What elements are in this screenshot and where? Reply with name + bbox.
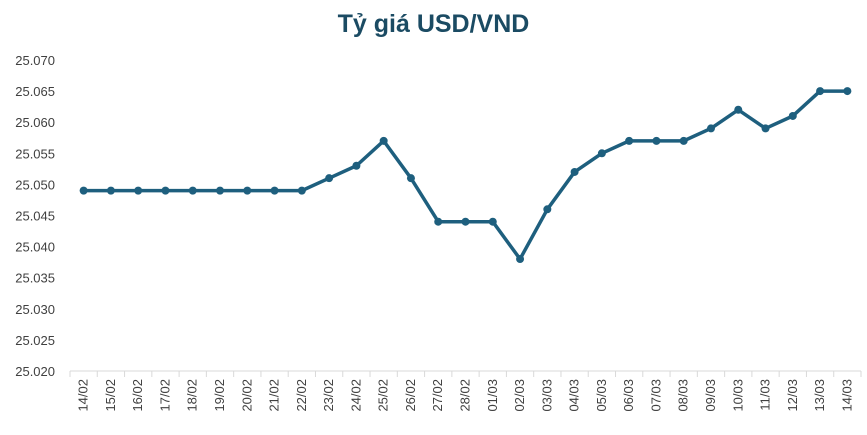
data-point [488,217,497,226]
x-tick-label: 10/03 [730,379,745,412]
x-tick-label: 19/02 [212,379,227,412]
chart-title: Tỷ giá USD/VND [337,10,530,38]
x-tick-label: 06/03 [621,379,636,412]
x-tick-label: 27/02 [430,379,445,412]
x-tick-label: 25/02 [376,379,391,412]
data-point [706,124,715,133]
data-point [325,174,334,183]
y-tick-label: 25.030 [15,302,55,317]
y-tick-label: 25.055 [15,146,55,161]
x-tick-label: 07/03 [648,379,663,412]
x-tick-label: 11/03 [758,379,773,411]
x-tick-label: 13/03 [812,379,827,412]
data-point [79,186,88,195]
x-tick-label: 05/03 [594,379,609,412]
x-tick-label: 14/03 [839,379,854,412]
y-tick-label: 25.040 [15,240,55,255]
data-point [216,186,225,195]
x-tick-label: 24/02 [348,379,363,412]
data-point [461,217,470,226]
x-tick-label: 26/02 [403,379,418,412]
x-tick-label: 02/03 [512,379,527,412]
data-point [543,205,552,214]
x-tick-label: 18/02 [185,379,200,412]
data-point [188,186,197,195]
x-tick-label: 03/03 [539,379,554,412]
y-tick-label: 25.035 [15,271,55,286]
x-tick-label: 20/02 [239,379,254,412]
data-point [106,186,115,195]
x-tick-label: 01/03 [485,379,500,412]
y-tick-label: 25.045 [15,209,55,224]
x-tick-label: 14/02 [76,379,91,412]
y-tick-label: 25.050 [15,177,55,192]
x-tick-label: 15/02 [103,379,118,412]
series-line [81,89,850,261]
data-point [597,149,606,158]
data-point [379,136,388,145]
data-point [816,87,825,96]
y-tick-label: 25.020 [15,364,55,379]
data-point [843,87,852,96]
data-point [516,255,525,264]
data-point [652,136,661,145]
data-point [625,136,634,145]
x-tick-label: 28/02 [458,379,473,412]
x-tick-label: 23/02 [321,379,336,412]
y-tick-label: 25.060 [15,115,55,130]
x-tick-label: 04/03 [567,379,582,412]
data-point [788,111,797,120]
x-tick-label: 09/03 [703,379,718,412]
data-point [761,124,770,133]
x-tick-label: 21/02 [267,379,282,412]
x-tick-label: 16/02 [130,379,145,412]
data-point [297,186,306,195]
x-tick-label: 12/03 [785,379,800,412]
data-point [270,186,279,195]
y-tick-label: 25.025 [15,333,55,348]
data-point [434,217,443,226]
y-tick-label: 25.070 [15,53,55,68]
data-point [734,105,743,114]
data-point [352,161,361,170]
data-point [161,186,170,195]
data-point [134,186,143,195]
x-tick-label: 08/03 [676,379,691,412]
data-point [570,167,579,176]
data-point [243,186,252,195]
y-tick-label: 25.065 [15,84,55,99]
data-point [679,136,688,145]
x-tick-label: 17/02 [157,379,172,412]
x-tick-label: 22/02 [294,379,309,412]
data-point [406,174,415,183]
